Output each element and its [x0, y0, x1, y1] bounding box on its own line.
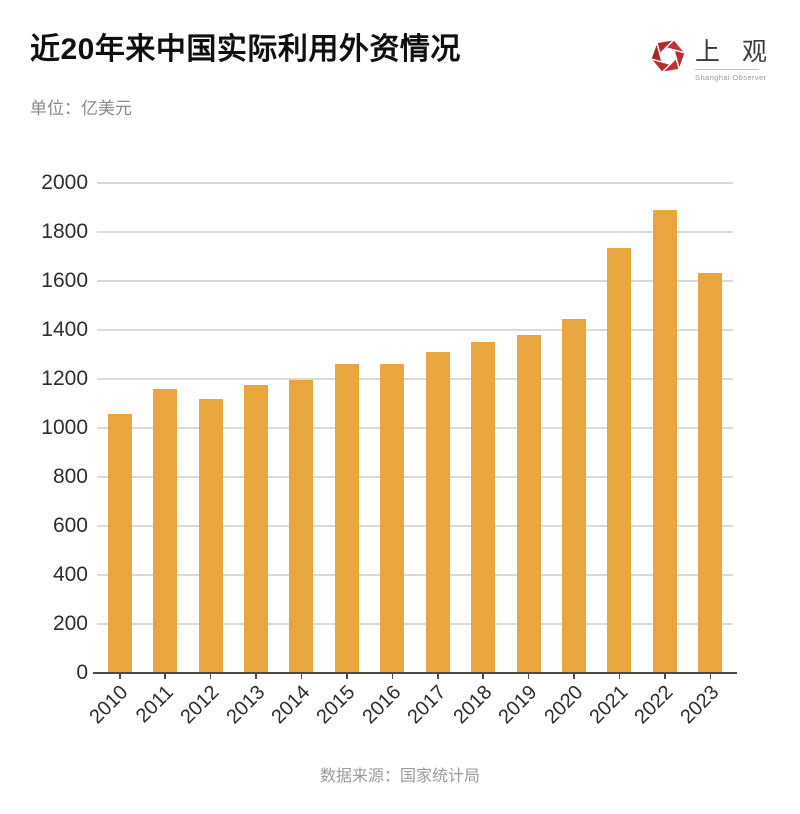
- bar-2020: [562, 319, 586, 673]
- x-axis-label-2017: 2017: [403, 681, 451, 729]
- x-axis-label-2012: 2012: [176, 681, 224, 729]
- y-axis-label-2000: 2000: [41, 171, 88, 194]
- x-axis-label-2020: 2020: [539, 681, 587, 729]
- x-tick-2023: [709, 674, 711, 679]
- x-axis-label-2021: 2021: [585, 681, 633, 729]
- gridline-400: [97, 574, 733, 576]
- gridline-200: [97, 623, 733, 625]
- x-tick-2011: [164, 674, 166, 679]
- y-axis-label-400: 400: [52, 563, 88, 586]
- x-tick-2015: [346, 674, 348, 679]
- y-axis-label-1200: 1200: [41, 367, 88, 390]
- bar-2015: [334, 363, 359, 673]
- x-tick-2010: [119, 674, 121, 679]
- x-tick-2019: [527, 674, 530, 679]
- gridline-1400: [97, 329, 733, 331]
- x-axis-line: [93, 672, 737, 674]
- x-axis-label-2019: 2019: [494, 681, 542, 729]
- x-tick-2022: [664, 674, 666, 679]
- x-axis-label-2023: 2023: [676, 681, 724, 729]
- bar-2021: [607, 247, 632, 673]
- x-axis-label-2022: 2022: [630, 681, 678, 729]
- gridline-1200: [97, 378, 733, 380]
- gridline-2000: [97, 182, 733, 184]
- logo-cn-text: 上 观: [695, 37, 774, 66]
- x-tick-2014: [300, 674, 303, 679]
- bar-2022: [652, 209, 677, 673]
- logo-text-block: 上 观 Shanghai Observer: [695, 36, 774, 82]
- x-axis-label-2013: 2013: [221, 681, 269, 729]
- x-tick-2020: [573, 674, 575, 679]
- unit-label: 单位：亿美元: [30, 99, 132, 118]
- y-axis-label-800: 800: [52, 465, 88, 488]
- bar-2012: [198, 399, 223, 673]
- y-axis-label-600: 600: [52, 514, 88, 537]
- bar-2011: [153, 388, 178, 673]
- x-tick-2017: [437, 674, 439, 679]
- aperture-hexagon-icon: [648, 38, 688, 74]
- x-axis-label-2014: 2014: [267, 681, 315, 729]
- bar-2013: [244, 384, 268, 673]
- x-tick-2012: [209, 674, 212, 679]
- y-axis-label-1400: 1400: [41, 318, 88, 341]
- x-axis-label-2011: 2011: [131, 681, 178, 728]
- bar-2014: [289, 380, 314, 673]
- x-axis-label-2015: 2015: [312, 681, 360, 729]
- gridline-1600: [97, 280, 733, 282]
- x-tick-2021: [618, 674, 621, 679]
- shanghai-observer-logo: 上 观 Shanghai Observer: [648, 36, 774, 82]
- x-tick-2016: [391, 674, 393, 679]
- bar-2023: [698, 272, 723, 673]
- bar-2017: [425, 352, 450, 673]
- data-source: 数据来源：国家统计局: [319, 768, 480, 785]
- y-axis-label-0: 0: [76, 661, 88, 684]
- y-axis-label-200: 200: [52, 612, 88, 635]
- x-axis-label-2016: 2016: [358, 681, 406, 729]
- chart-title: 近20年来中国实际利用外资情况: [30, 33, 461, 66]
- gridline-600: [97, 525, 733, 527]
- bar-2016: [380, 364, 405, 673]
- x-tick-2018: [482, 674, 484, 679]
- y-axis-label-1600: 1600: [41, 269, 88, 292]
- bar-2010: [107, 414, 132, 673]
- gridline-1000: [97, 427, 733, 429]
- logo-en-text: Shanghai Observer: [695, 72, 767, 82]
- y-axis-label-1000: 1000: [41, 416, 88, 439]
- bar-2019: [516, 334, 541, 673]
- logo-divider: [695, 68, 760, 70]
- gridline-1800: [97, 231, 733, 233]
- x-axis-label-2010: 2010: [85, 681, 133, 729]
- x-axis-label-2018: 2018: [448, 681, 496, 729]
- bar-2018: [471, 342, 496, 674]
- gridline-800: [97, 476, 733, 478]
- x-tick-2013: [255, 674, 257, 679]
- y-axis-label-1800: 1800: [41, 220, 88, 243]
